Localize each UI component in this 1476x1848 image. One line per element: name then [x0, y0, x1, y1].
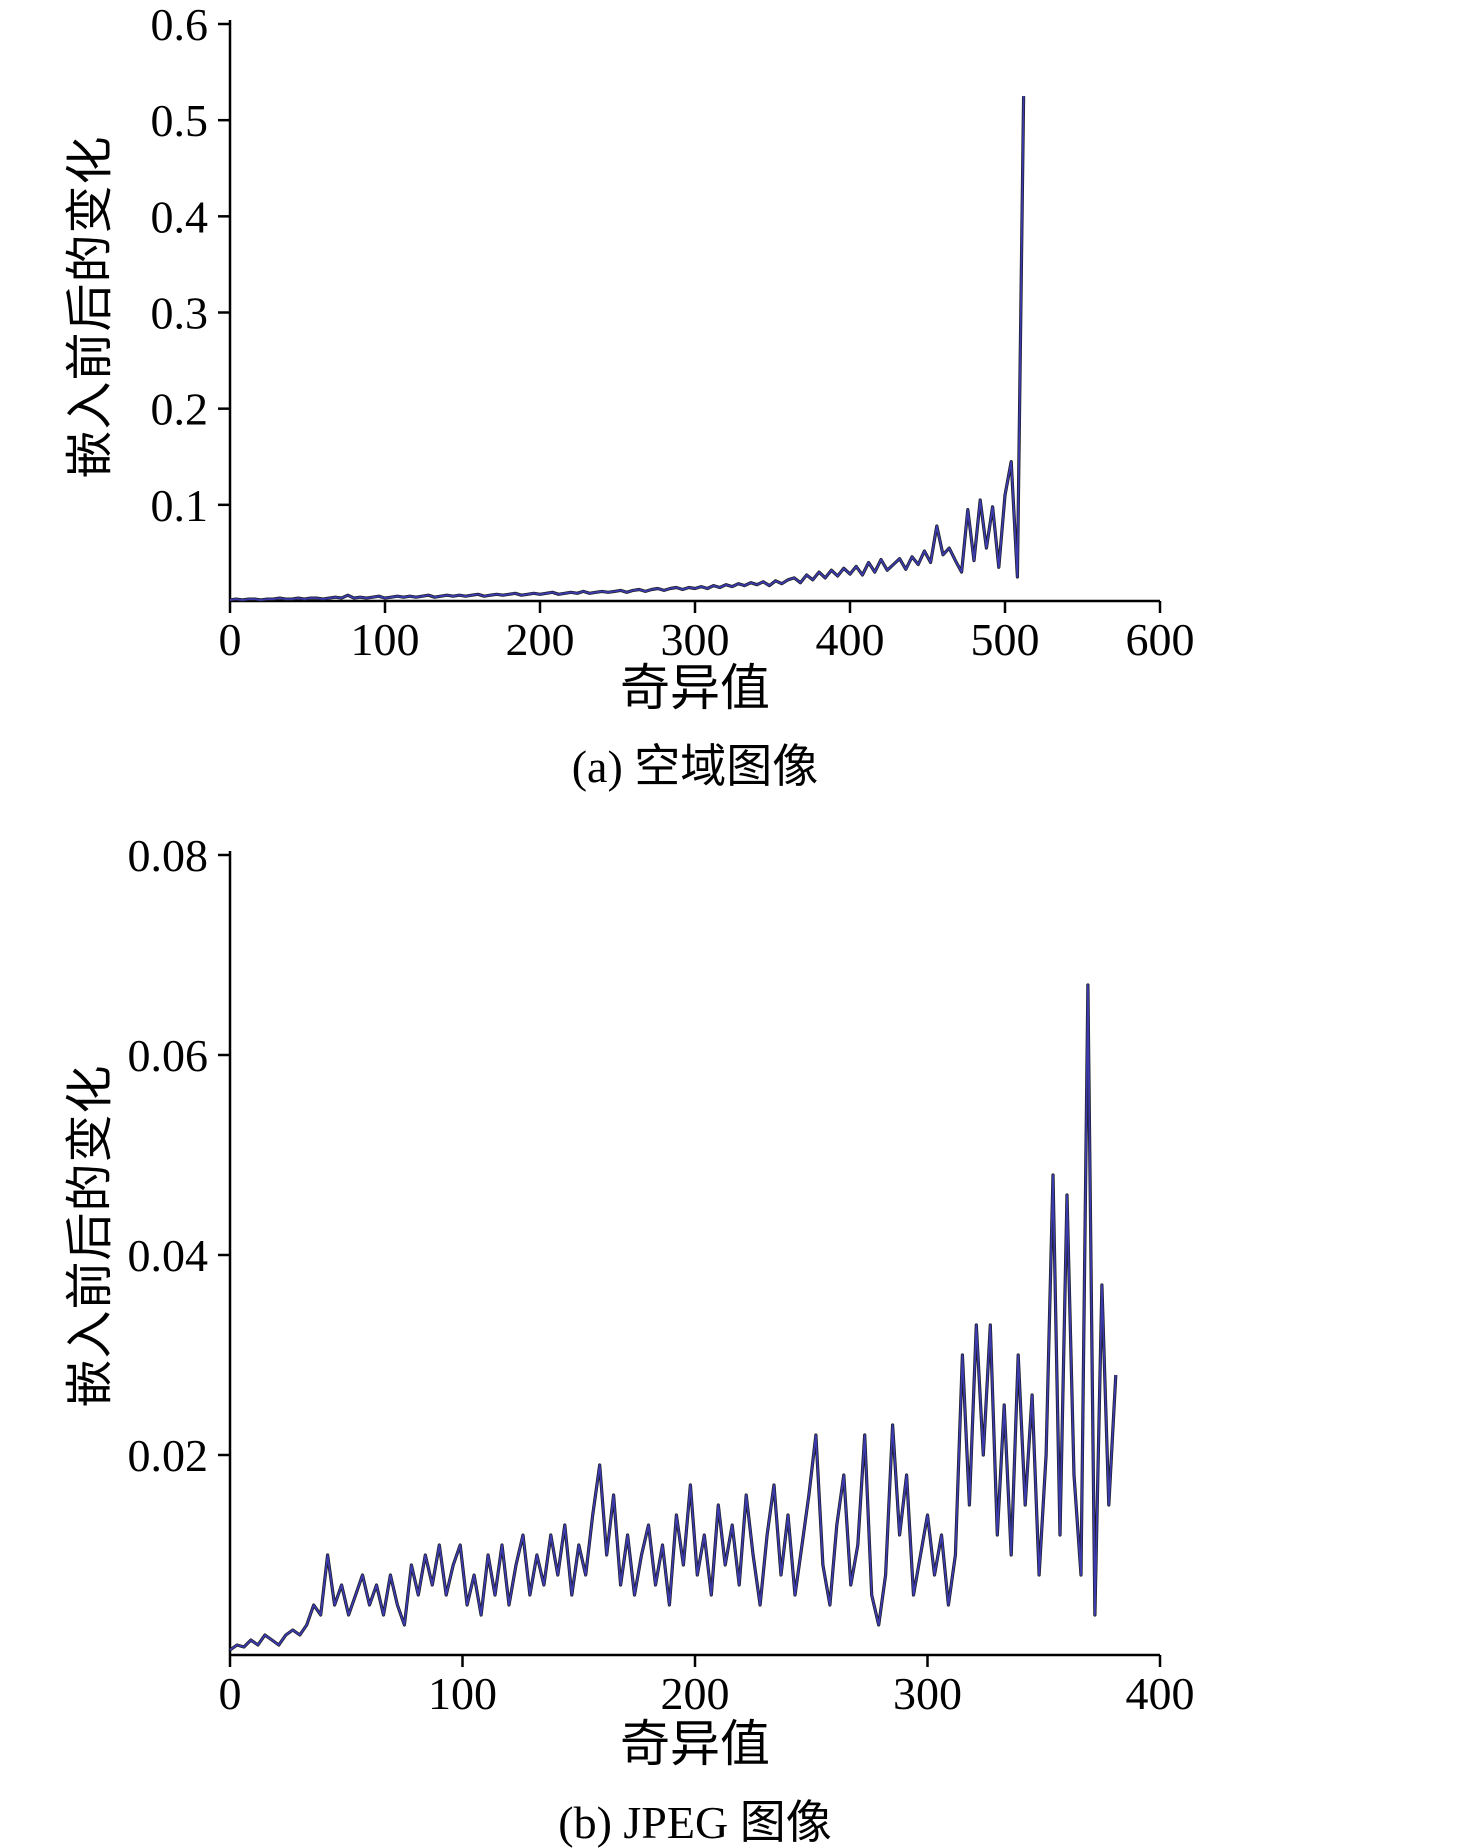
svg-text:0.6: 0.6 — [151, 6, 209, 50]
svg-text:0.1: 0.1 — [151, 480, 209, 531]
svg-text:0.08: 0.08 — [128, 830, 209, 881]
chart-a-x-axis-label: 奇异值 — [620, 660, 770, 716]
svg-text:400: 400 — [1126, 1668, 1195, 1717]
chart-a-plot-row: 嵌入前后的变化 0 100 200 300 400 500 600 0.1 0.2 0.3 0.4 0… — [0, 6, 1476, 661]
svg-text:0.06: 0.06 — [128, 1030, 209, 1081]
svg-text:0.3: 0.3 — [151, 288, 209, 339]
svg-text:500: 500 — [971, 614, 1040, 661]
svg-text:100: 100 — [351, 614, 420, 661]
svg-text:0.5: 0.5 — [151, 95, 209, 146]
svg-text:200: 200 — [661, 1668, 730, 1717]
chart-b-x-axis-label: 奇异值 — [620, 1715, 770, 1772]
chart-b-plot: 0 100 200 300 400 0.02 0.04 0.06 0.08 — [128, 830, 1195, 1717]
chart-b: 嵌入前后的变化 0 100 200 300 400 0.02 0.04 0.06 0.08 奇异… — [0, 827, 1476, 1848]
svg-text:0.02: 0.02 — [128, 1430, 209, 1481]
svg-text:400: 400 — [816, 614, 885, 661]
chart-a-y-axis-label: 嵌入前后的变化 — [64, 135, 117, 479]
svg-text:0: 0 — [219, 1668, 242, 1717]
svg-text:600: 600 — [1126, 614, 1195, 661]
chart-b-plot-row: 嵌入前后的变化 0 100 200 300 400 0.02 0.04 0.06 0.08 — [0, 827, 1476, 1717]
chart-a-plot: 0 100 200 300 400 500 600 0.1 0.2 0.3 0.4 0.5 0.6 — [151, 6, 1195, 661]
svg-text:300: 300 — [893, 1668, 962, 1717]
svg-text:300: 300 — [661, 614, 730, 661]
svg-text:0.4: 0.4 — [151, 191, 209, 242]
svg-text:0: 0 — [219, 614, 242, 661]
chart-b-caption: (b) JPEG 图像 — [558, 1796, 832, 1848]
chart-b-y-axis-label: 嵌入前后的变化 — [64, 1064, 117, 1408]
chart-a-caption: (a) 空域图像 — [571, 741, 819, 792]
svg-text:0.2: 0.2 — [151, 384, 209, 435]
chart-a: 嵌入前后的变化 0 100 200 300 400 500 600 0.1 0.2 0.3 0.4 0… — [0, 6, 1476, 793]
svg-text:0.04: 0.04 — [128, 1230, 209, 1281]
svg-text:100: 100 — [428, 1668, 497, 1717]
svg-text:200: 200 — [506, 614, 575, 661]
